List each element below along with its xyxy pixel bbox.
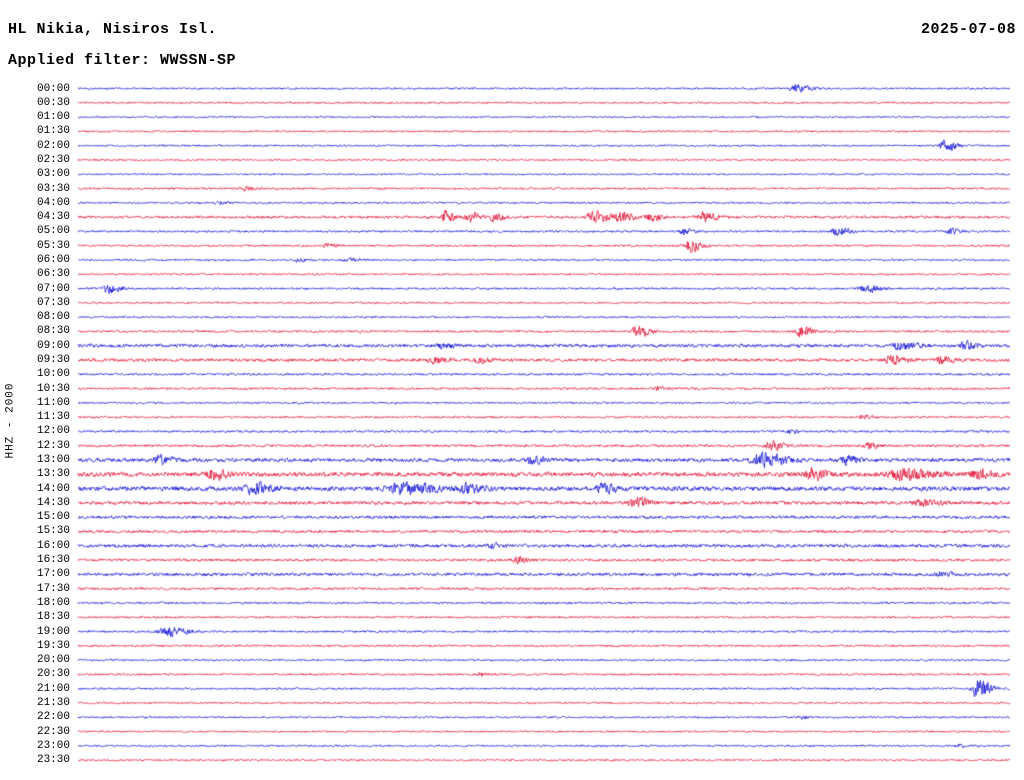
time-label: 19:30 xyxy=(36,639,70,652)
time-label: 21:00 xyxy=(36,682,70,695)
time-label: 18:00 xyxy=(36,596,70,609)
time-label: 03:00 xyxy=(36,168,70,181)
time-label: 00:30 xyxy=(36,96,70,109)
time-label: 15:30 xyxy=(36,525,70,538)
time-label: 04:30 xyxy=(36,211,70,224)
time-label: 23:00 xyxy=(36,739,70,752)
time-label: 17:30 xyxy=(36,582,70,595)
time-label: 03:30 xyxy=(36,182,70,195)
time-label: 12:00 xyxy=(36,425,70,438)
time-label: 05:30 xyxy=(36,239,70,252)
time-label: 13:00 xyxy=(36,454,70,467)
time-label: 23:30 xyxy=(36,754,70,767)
time-label: 21:30 xyxy=(36,696,70,709)
time-label: 09:00 xyxy=(36,339,70,352)
time-label: 11:00 xyxy=(36,396,70,409)
time-label: 22:00 xyxy=(36,711,70,724)
time-label: 02:30 xyxy=(36,153,70,166)
time-label: 07:00 xyxy=(36,282,70,295)
time-label: 01:00 xyxy=(36,111,70,124)
time-label: 05:00 xyxy=(36,225,70,238)
time-label: 11:30 xyxy=(36,411,70,424)
time-label: 20:30 xyxy=(36,668,70,681)
time-label: 16:00 xyxy=(36,539,70,552)
time-label: 19:00 xyxy=(36,625,70,638)
time-label: 18:30 xyxy=(36,611,70,624)
time-label: 20:00 xyxy=(36,654,70,667)
time-label: 06:00 xyxy=(36,253,70,266)
time-label: 22:30 xyxy=(36,725,70,738)
time-label: 10:30 xyxy=(36,382,70,395)
time-label: 16:30 xyxy=(36,554,70,567)
time-label: 08:30 xyxy=(36,325,70,338)
time-label: 10:00 xyxy=(36,368,70,381)
time-label: 15:00 xyxy=(36,511,70,524)
time-label: 00:00 xyxy=(36,82,70,95)
time-label: 14:00 xyxy=(36,482,70,495)
time-label: 14:30 xyxy=(36,496,70,509)
time-label: 04:00 xyxy=(36,196,70,209)
time-label: 01:30 xyxy=(36,125,70,138)
time-label: 13:30 xyxy=(36,468,70,481)
time-label: 02:00 xyxy=(36,139,70,152)
time-label: 07:30 xyxy=(36,296,70,309)
time-label: 12:30 xyxy=(36,439,70,452)
time-label: 06:30 xyxy=(36,268,70,281)
time-label: 09:30 xyxy=(36,354,70,366)
time-label: 17:00 xyxy=(36,568,70,581)
time-label: 08:00 xyxy=(36,311,70,324)
